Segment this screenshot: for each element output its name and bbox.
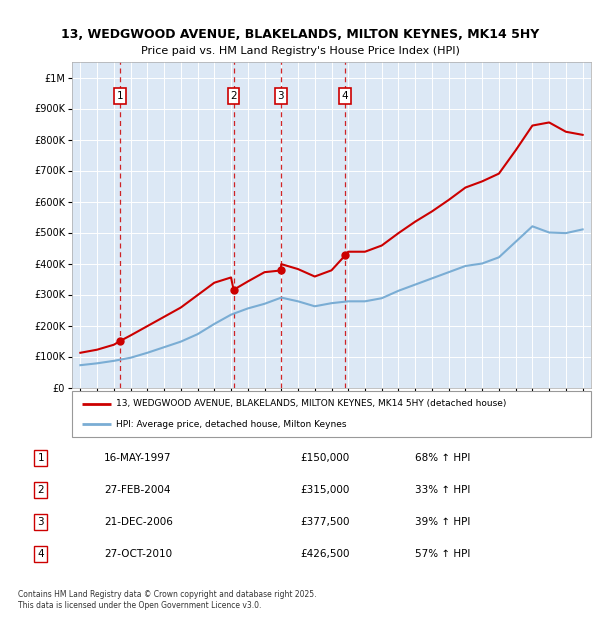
Text: £150,000: £150,000 xyxy=(300,453,349,463)
Text: 21-DEC-2006: 21-DEC-2006 xyxy=(104,517,173,527)
Text: 13, WEDGWOOD AVENUE, BLAKELANDS, MILTON KEYNES, MK14 5HY (detached house): 13, WEDGWOOD AVENUE, BLAKELANDS, MILTON … xyxy=(116,399,506,408)
Text: 27-OCT-2010: 27-OCT-2010 xyxy=(104,549,172,559)
Text: £426,500: £426,500 xyxy=(300,549,349,559)
Text: 4: 4 xyxy=(342,91,349,101)
Text: 2: 2 xyxy=(230,91,237,101)
Text: 13, WEDGWOOD AVENUE, BLAKELANDS, MILTON KEYNES, MK14 5HY: 13, WEDGWOOD AVENUE, BLAKELANDS, MILTON … xyxy=(61,28,539,41)
Text: 33% ↑ HPI: 33% ↑ HPI xyxy=(415,485,470,495)
Text: 4: 4 xyxy=(37,549,44,559)
Text: 3: 3 xyxy=(37,517,44,527)
Text: 57% ↑ HPI: 57% ↑ HPI xyxy=(415,549,470,559)
Text: Contains HM Land Registry data © Crown copyright and database right 2025.
This d: Contains HM Land Registry data © Crown c… xyxy=(18,590,317,609)
Text: 39% ↑ HPI: 39% ↑ HPI xyxy=(415,517,470,527)
Text: 3: 3 xyxy=(277,91,284,101)
Text: £315,000: £315,000 xyxy=(300,485,349,495)
Text: 2: 2 xyxy=(37,485,44,495)
Text: 1: 1 xyxy=(117,91,124,101)
FancyBboxPatch shape xyxy=(72,391,591,437)
Text: £377,500: £377,500 xyxy=(300,517,349,527)
Text: 1: 1 xyxy=(37,453,44,463)
Text: 16-MAY-1997: 16-MAY-1997 xyxy=(104,453,172,463)
Text: HPI: Average price, detached house, Milton Keynes: HPI: Average price, detached house, Milt… xyxy=(116,420,347,428)
Text: 27-FEB-2004: 27-FEB-2004 xyxy=(104,485,170,495)
Text: Price paid vs. HM Land Registry's House Price Index (HPI): Price paid vs. HM Land Registry's House … xyxy=(140,46,460,56)
Text: 68% ↑ HPI: 68% ↑ HPI xyxy=(415,453,470,463)
